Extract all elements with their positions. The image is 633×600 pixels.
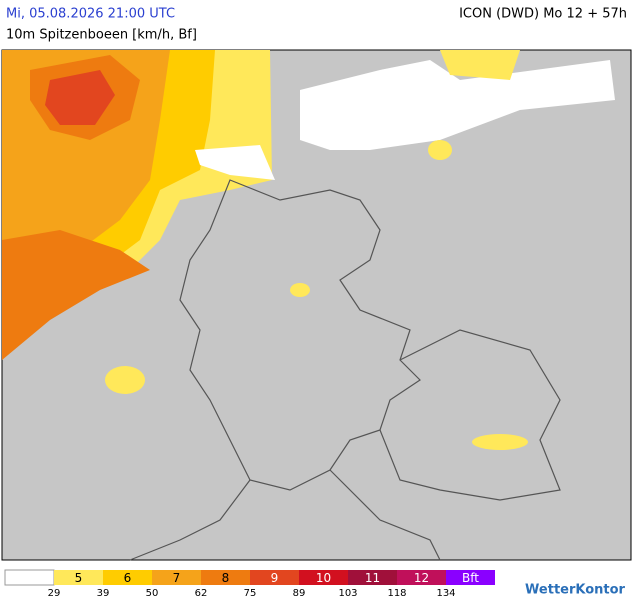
calm-zone-2 [195, 145, 275, 180]
map [1, 49, 632, 561]
legend-swatch [54, 570, 103, 585]
parameter: 10m Spitzenboeen [km/h, Bf] [6, 28, 197, 43]
legend-threshold: 29 [48, 588, 61, 599]
legend-swatch [397, 570, 446, 585]
legend-threshold: 75 [244, 588, 257, 599]
calm-zone [300, 60, 615, 150]
legend-label: 5 [75, 571, 83, 585]
legend-threshold: 62 [195, 588, 208, 599]
border [129, 469, 441, 561]
legend-threshold: 39 [97, 588, 110, 599]
zone-5-north [440, 50, 520, 80]
datetime: Mi, 05.08.2026 21:00 UTC [6, 7, 175, 22]
legend-label: 12 [414, 571, 429, 585]
legend-swatch [103, 570, 152, 585]
brand: WetterKontor [525, 583, 626, 598]
legend-threshold: 103 [338, 588, 357, 599]
zone-5-patch [428, 140, 452, 160]
model-run: ICON (DWD) Mo 12 + 57h [459, 7, 627, 22]
legend-label: 6 [124, 571, 132, 585]
legend-threshold: 89 [293, 588, 306, 599]
legend-swatch [250, 570, 299, 585]
legend-threshold: 134 [436, 588, 455, 599]
legend-threshold: 50 [146, 588, 159, 599]
zone-5-patch [290, 283, 310, 297]
legend-label: 7 [173, 571, 181, 585]
legend-swatch [201, 570, 250, 585]
border [379, 329, 561, 501]
legend-label: 10 [316, 571, 331, 585]
zone-9 [45, 70, 115, 125]
legend-threshold: 118 [387, 588, 406, 599]
legend-label: Bft [462, 571, 479, 585]
legend-label: 9 [271, 571, 279, 585]
legend-swatch [446, 570, 495, 585]
legend-swatch [299, 570, 348, 585]
legend-label: 8 [222, 571, 230, 585]
legend-swatch [152, 570, 201, 585]
legend-swatch [4, 569, 55, 586]
zone-8b [2, 230, 150, 360]
zone-5-patch [472, 434, 528, 450]
legend-swatch [348, 570, 397, 585]
zone-5-patch [105, 366, 145, 394]
legend-label: 11 [365, 571, 380, 585]
